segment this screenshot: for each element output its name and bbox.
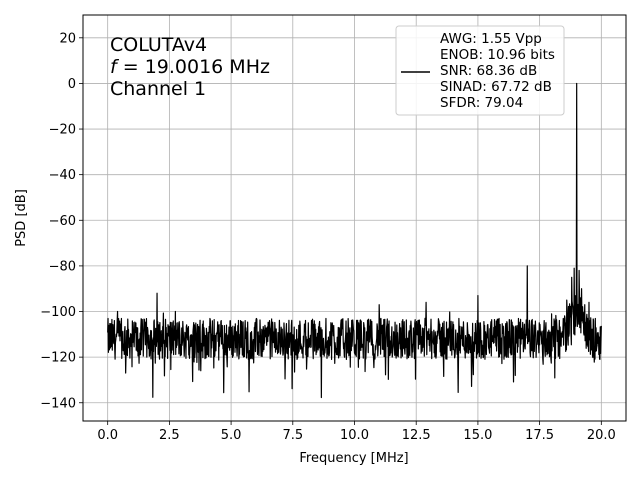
annotation: COLUTAv4 f = 19.0016 MHz Channel 1 — [110, 34, 270, 100]
legend: AWG: 1.55 Vpp ENOB: 10.96 bits SNR: 68.3… — [395, 25, 565, 116]
y-tick-label: 20 — [59, 31, 76, 46]
y-tick-label: −20 — [49, 123, 76, 138]
legend-entry-awg: AWG: 1.55 Vpp — [440, 31, 542, 47]
x-tick-label: 7.5 — [282, 428, 303, 443]
legend-entry-snr: SNR: 68.36 dB — [440, 63, 537, 79]
annotation-frequency-symbol: f — [110, 56, 120, 78]
x-axis-label: Frequency [MHz] — [299, 451, 408, 466]
y-tick-label: −140 — [40, 396, 76, 411]
x-tick-label: 2.5 — [159, 428, 180, 443]
x-tick-label: 10.0 — [340, 428, 369, 443]
legend-entry-sfdr: SFDR: 79.04 — [440, 95, 523, 111]
psd-series-line — [107, 82, 602, 399]
x-tick-label: 20.0 — [587, 428, 616, 443]
legend-entry-enob: ENOB: 10.96 bits — [440, 47, 555, 63]
annotation-frequency: f = 19.0016 MHz — [110, 56, 270, 78]
annotation-frequency-value: = 19.0016 MHz — [117, 56, 270, 78]
x-tick-label: 15.0 — [463, 428, 492, 443]
x-tick-label: 17.5 — [525, 428, 554, 443]
x-tick-label: 5.0 — [221, 428, 242, 443]
y-tick-label: 0 — [68, 77, 76, 92]
y-tick-label: −100 — [40, 305, 76, 320]
y-tick-label: −60 — [49, 214, 76, 229]
y-tick-label: −40 — [49, 168, 76, 183]
annotation-channel: Channel 1 — [110, 78, 206, 100]
annotation-device: COLUTAv4 — [110, 34, 207, 56]
axis-ticks: 0.0 2.5 5.0 7.5 10.0 12.5 15.0 17.5 20.0 20 0 −20 −4… — [40, 31, 616, 443]
legend-entry-sinad: SINAD: 67.72 dB — [440, 79, 552, 95]
x-tick-label: 12.5 — [402, 428, 431, 443]
y-axis-label: PSD [dB] — [14, 189, 29, 247]
legend-box — [395, 25, 565, 116]
y-tick-label: −80 — [49, 259, 76, 274]
y-tick-label: −120 — [40, 351, 76, 366]
x-tick-label: 0.0 — [97, 428, 118, 443]
psd-series — [107, 82, 602, 399]
